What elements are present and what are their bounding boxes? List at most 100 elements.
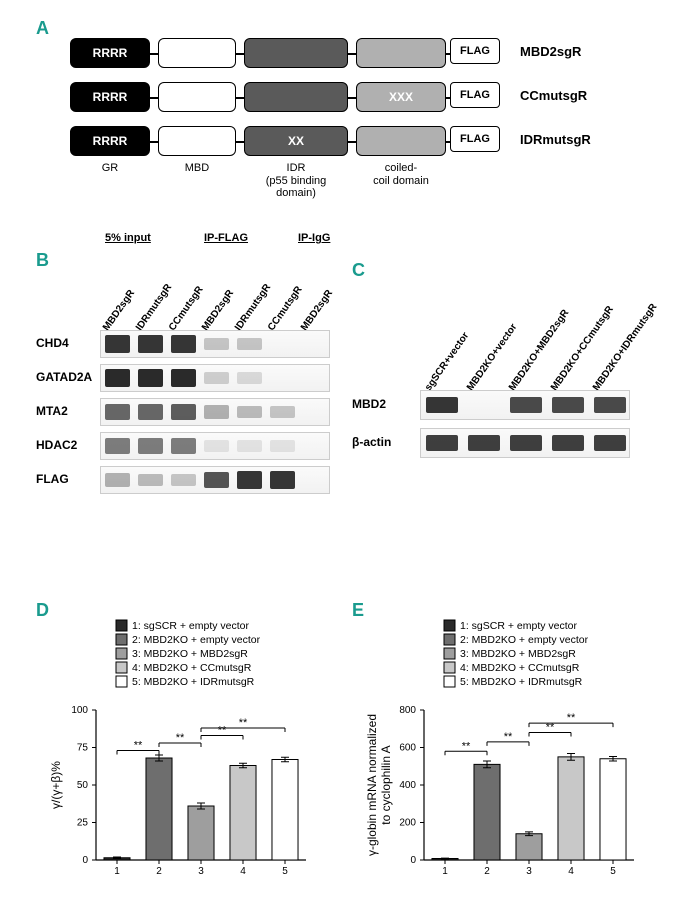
panel-a-label: A [36, 18, 49, 39]
group-ipflag: IP-FLAG [204, 232, 248, 244]
bar [272, 760, 298, 861]
blot-band [204, 372, 229, 384]
legend-text: 2: MBD2KO + empty vector [132, 634, 261, 646]
idr-domain [244, 38, 348, 68]
cc-domain: XXX [356, 82, 446, 112]
blot-band [237, 338, 262, 350]
bar [146, 758, 172, 860]
legend-swatch [444, 662, 455, 673]
blot-row-label: β-actin [352, 435, 391, 449]
lane-label: MBD2sgR [299, 288, 335, 333]
blot-row-label: HDAC2 [36, 438, 77, 452]
blot-band [204, 405, 229, 418]
blot-band [138, 369, 163, 387]
blot-strip [100, 466, 330, 494]
group-input: 5% input [105, 232, 151, 244]
blot-row-label: CHD4 [36, 336, 69, 350]
x-tick-label: 1 [442, 866, 448, 877]
y-tick-label: 200 [399, 818, 416, 829]
blot-band [204, 472, 229, 489]
blot-band [105, 404, 130, 420]
y-axis-label: to cyclophilin A [379, 745, 393, 824]
cc-domain [356, 126, 446, 156]
legend-text: 4: MBD2KO + CCmutsgR [460, 662, 580, 674]
blot-band [171, 335, 196, 353]
legend-swatch [444, 620, 455, 631]
legend-text: 2: MBD2KO + empty vector [460, 634, 589, 646]
blot-band [237, 440, 262, 451]
construct-name: CCmutsgR [520, 88, 587, 103]
blot-band [552, 397, 584, 412]
blot-band [171, 438, 196, 453]
legend-swatch [116, 648, 127, 659]
blot-band [138, 474, 163, 487]
x-tick-label: 5 [610, 866, 616, 877]
blot-row-label: MBD2 [352, 397, 386, 411]
blot-band [270, 440, 295, 451]
legend-swatch [444, 676, 455, 687]
gr-domain: RRRR [70, 82, 150, 112]
legend-swatch [116, 676, 127, 687]
blot-band [510, 397, 542, 412]
x-tick-label: 4 [240, 866, 246, 877]
group-ipigg: IP-IgG [298, 232, 330, 244]
legend-swatch [116, 662, 127, 673]
panel-b-label: B [36, 250, 49, 271]
domain-label-gr: GR [70, 162, 150, 174]
legend-text: 3: MBD2KO + MBD2sgR [460, 648, 576, 660]
blot-band [270, 471, 295, 489]
y-tick-label: 0 [410, 855, 416, 866]
x-tick-label: 2 [484, 866, 490, 877]
x-tick-label: 1 [114, 866, 120, 877]
sig-label: ** [134, 740, 143, 752]
legend-swatch [116, 634, 127, 645]
cc-domain [356, 38, 446, 68]
sig-label: ** [239, 717, 248, 729]
legend-text: 5: MBD2KO + IDRmutsgR [460, 676, 583, 688]
blot-band [426, 435, 458, 450]
blot-band [138, 335, 163, 353]
legend-text: 5: MBD2KO + IDRmutsgR [132, 676, 255, 688]
bar [600, 759, 626, 860]
blot-band [552, 435, 584, 450]
y-tick-label: 75 [77, 743, 89, 754]
blot-band [237, 372, 262, 384]
bar [474, 764, 500, 860]
legend-text: 4: MBD2KO + CCmutsgR [132, 662, 252, 674]
blot-strip [100, 364, 330, 392]
flag-tag: FLAG [450, 82, 500, 108]
flag-tag: FLAG [450, 38, 500, 64]
blot-band [510, 435, 542, 450]
sig-label: ** [462, 740, 471, 752]
blot-band [138, 404, 163, 420]
idr-domain: XX [244, 126, 348, 156]
bar-chart: 1: sgSCR + empty vector 2: MBD2KO + empty… [352, 600, 662, 900]
y-tick-label: 50 [77, 780, 89, 791]
legend-text: 3: MBD2KO + MBD2sgR [132, 648, 248, 660]
legend-swatch [444, 648, 455, 659]
blot-row-label: FLAG [36, 472, 69, 486]
construct-name: MBD2sgR [520, 44, 581, 59]
y-tick-label: 25 [77, 818, 89, 829]
legend-text: 1: sgSCR + empty vector [460, 620, 578, 632]
y-tick-label: 400 [399, 780, 416, 791]
blot-band [468, 435, 500, 450]
domain-label-idr: IDR(p55 bindingdomain) [244, 162, 348, 200]
sig-label: ** [504, 731, 513, 743]
x-tick-label: 2 [156, 866, 162, 877]
y-axis-label: γ-globin mRNA normalized [365, 714, 379, 856]
legend-swatch [116, 620, 127, 631]
blot-strip [420, 390, 630, 420]
sig-label: ** [567, 712, 576, 724]
panel-c-label: C [352, 260, 365, 281]
legend-swatch [444, 634, 455, 645]
lane-label: MBD2sgR [200, 288, 236, 333]
blot-strip [100, 330, 330, 358]
y-tick-label: 600 [399, 743, 416, 754]
x-tick-label: 3 [198, 866, 204, 877]
construct-name: IDRmutsgR [520, 132, 591, 147]
blot-band [171, 369, 196, 387]
blot-band [105, 369, 130, 387]
mbd-domain [158, 82, 236, 112]
blot-band [594, 397, 626, 412]
